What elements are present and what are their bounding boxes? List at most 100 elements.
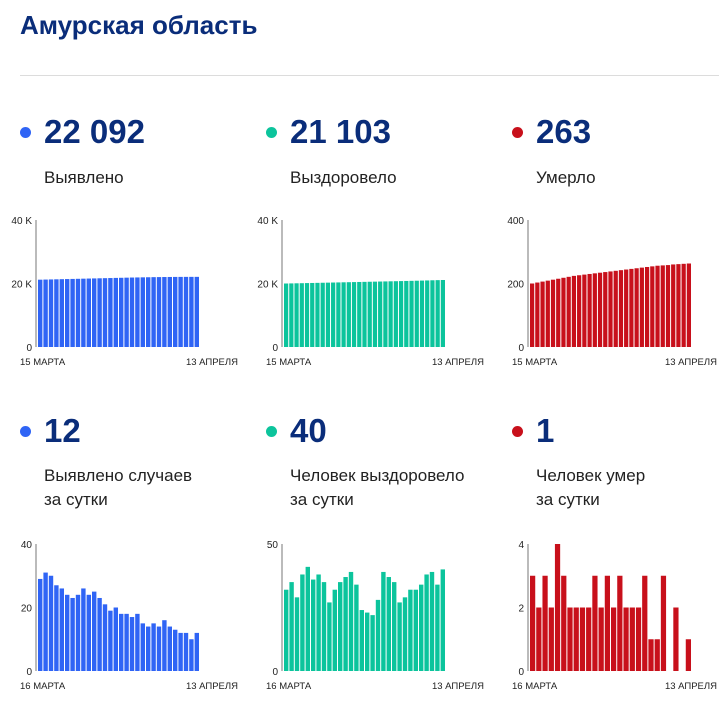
bar — [548, 607, 554, 671]
bar — [587, 273, 592, 347]
y-tick-label: 40 K — [11, 216, 32, 227]
y-tick-label: 40 K — [257, 216, 278, 227]
bar — [70, 278, 75, 347]
bar — [530, 283, 535, 347]
bar — [613, 270, 618, 347]
bar — [629, 607, 635, 671]
bar — [108, 278, 113, 347]
bar — [660, 575, 667, 671]
bar — [556, 278, 561, 347]
stat-label: за сутки — [536, 490, 600, 509]
bar — [367, 281, 372, 347]
stat-total-deaths: 263 Умерло — [512, 112, 719, 187]
bar — [173, 629, 178, 671]
bar — [567, 607, 573, 671]
bar — [189, 276, 194, 347]
bar — [325, 282, 331, 347]
bar — [629, 268, 634, 347]
bar — [289, 283, 294, 347]
bar — [86, 278, 91, 347]
page-title: Амурская область — [20, 10, 258, 40]
x-tick-label-end: 13 АПРЕЛЯ — [186, 357, 238, 368]
bar — [388, 281, 393, 347]
bar — [38, 279, 43, 347]
bar — [108, 610, 113, 671]
y-tick-label: 0 — [272, 343, 278, 354]
bar — [97, 278, 102, 347]
bar — [194, 276, 199, 347]
bar — [183, 276, 189, 347]
bar — [162, 277, 167, 347]
bar — [124, 613, 129, 671]
bar — [404, 280, 409, 347]
bar — [316, 574, 321, 671]
y-tick-label: 0 — [272, 667, 278, 678]
y-tick-label: 20 K — [257, 280, 278, 291]
bar — [592, 273, 597, 347]
bar — [611, 607, 617, 671]
bar — [370, 615, 375, 671]
bar — [359, 610, 364, 671]
bar — [194, 632, 199, 671]
bar — [419, 584, 424, 671]
bar — [592, 575, 598, 671]
bar — [603, 272, 608, 347]
bar — [429, 571, 435, 671]
status-dot-icon — [20, 127, 31, 138]
bar — [129, 617, 135, 671]
stat-label: за сутки — [44, 490, 108, 509]
y-tick-label: 0 — [26, 343, 32, 354]
bar — [586, 607, 592, 671]
bar — [81, 278, 86, 347]
stat-daily-deaths: 1 Человек умер за сутки — [512, 411, 719, 509]
bar — [582, 274, 587, 347]
bar — [348, 571, 354, 671]
bar — [75, 278, 81, 347]
bar — [430, 280, 435, 347]
status-dot-icon — [512, 426, 523, 437]
bar — [673, 607, 679, 671]
bar — [173, 276, 178, 347]
bar — [315, 282, 320, 347]
stat-label: за сутки — [290, 490, 354, 509]
bar — [642, 575, 648, 671]
bar — [43, 572, 48, 671]
divider — [20, 75, 719, 76]
bar — [320, 282, 325, 347]
stat-total-recovered: 21 103 Выздоровело — [266, 112, 496, 187]
chart-total-cases: 0 20 K 40 K 15 МАРТА 13 АПРЕЛЯ — [11, 216, 238, 368]
stat-value: 21 103 — [290, 113, 391, 150]
bar — [354, 584, 359, 671]
bar — [397, 602, 402, 671]
bar — [327, 602, 332, 671]
bar — [119, 277, 124, 347]
bar — [535, 282, 540, 347]
bar — [357, 281, 362, 347]
bar — [305, 566, 310, 671]
status-dot-icon — [266, 127, 277, 138]
bar — [425, 280, 430, 347]
bar — [162, 620, 167, 671]
bar — [341, 282, 346, 347]
bar — [536, 607, 542, 671]
bar — [151, 623, 156, 671]
bar — [598, 607, 604, 671]
bar — [573, 607, 579, 671]
y-tick-label: 50 — [267, 540, 279, 551]
bar — [655, 265, 660, 347]
bar — [577, 275, 582, 347]
bar — [650, 266, 655, 347]
bar — [321, 582, 327, 671]
bar — [92, 591, 97, 671]
y-tick-label: 0 — [518, 667, 524, 678]
bar — [54, 585, 59, 671]
bar — [608, 271, 613, 347]
bar — [392, 582, 397, 671]
chart-total-recovered: 0 20 K 40 K 15 МАРТА 13 АПРЕЛЯ — [257, 216, 484, 368]
stat-label: Выявлено — [44, 168, 124, 187]
bar — [378, 281, 383, 347]
bar — [383, 281, 388, 347]
bar — [54, 279, 59, 347]
bar — [43, 279, 48, 347]
y-tick-label: 2 — [518, 604, 524, 615]
